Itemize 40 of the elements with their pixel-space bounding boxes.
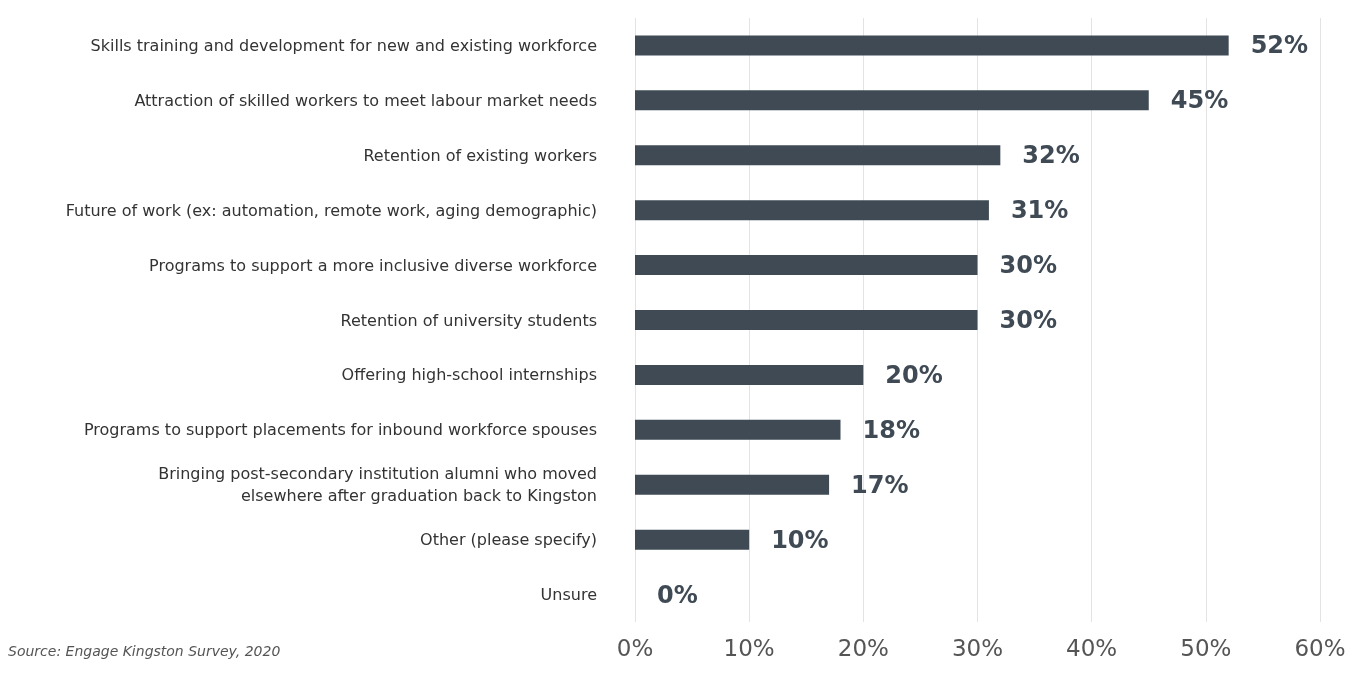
- bar: [635, 529, 750, 550]
- data-label: 52%: [1250, 31, 1309, 60]
- bar: [635, 90, 1149, 111]
- y-tick-label: Future of work (ex: automation, remote work, aging demographic): [65, 200, 597, 220]
- x-tick-label: 30%: [951, 634, 1004, 661]
- x-tick-label: 60%: [1294, 634, 1346, 661]
- x-tick-label: 10%: [723, 634, 775, 661]
- bar: [635, 255, 978, 276]
- bar: [635, 474, 830, 495]
- bar: [635, 310, 978, 330]
- y-tick-label: Retention of university students: [340, 310, 597, 330]
- bar: [635, 35, 1229, 56]
- y-tick-label: Skills training and development for new and existing workforce: [90, 35, 597, 55]
- data-label: 30%: [999, 306, 1057, 334]
- y-tick-label: Attraction of skilled workers to meet labour market needs: [134, 90, 597, 110]
- data-label: 0%: [657, 580, 698, 609]
- y-tick-label: Offering high-school internships: [341, 365, 597, 385]
- x-tick-label: 50%: [1180, 634, 1232, 661]
- bar: [635, 145, 1001, 166]
- bar: [635, 419, 841, 440]
- data-label: 17%: [851, 470, 909, 499]
- data-label: 45%: [1170, 86, 1229, 115]
- x-tick-label: 40%: [1066, 634, 1118, 661]
- data-label: 30%: [999, 251, 1057, 280]
- y-tick-label: Unsure: [540, 585, 597, 605]
- y-tick-label: Other (please specify): [420, 530, 597, 550]
- y-tick-label: Bringing post-secondary institution alumni who moved elsewhere after graduation back to Kingston: [158, 464, 597, 506]
- x-tick-label: 20%: [837, 634, 889, 661]
- y-tick-label: Programs to support a more inclusive diverse workforce: [149, 255, 597, 275]
- bar: [635, 200, 989, 221]
- data-label: 32%: [1022, 141, 1080, 170]
- data-label: 18%: [862, 415, 920, 444]
- data-label: 20%: [885, 360, 943, 389]
- x-tick-label: 0%: [616, 634, 654, 661]
- y-tick-label: Retention of existing workers: [363, 145, 597, 165]
- data-label: 31%: [1010, 196, 1069, 225]
- bar: [635, 364, 864, 385]
- y-tick-label: Programs to support placements for inbound workforce spouses: [83, 420, 597, 440]
- source-note: Source: Engage Kingston Survey, 2020: [8, 643, 281, 659]
- data-label: 10%: [771, 525, 829, 554]
